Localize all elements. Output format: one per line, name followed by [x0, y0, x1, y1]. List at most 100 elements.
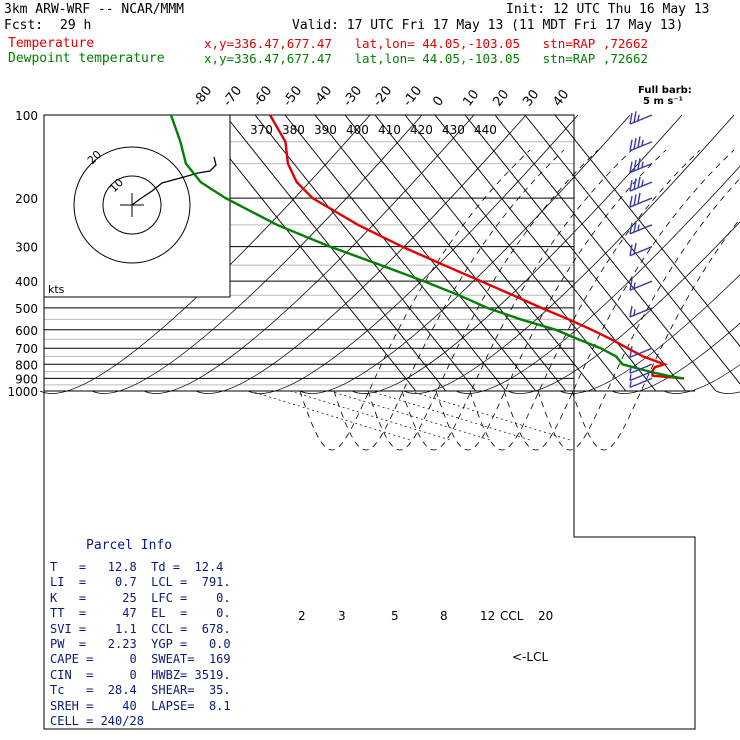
wind-barb-shaft: [629, 377, 653, 389]
wind-barb-flag: [637, 136, 641, 148]
moist-adiabat: [401, 149, 633, 451]
dry-adiabat: [611, 322, 740, 394]
lcl-label: <-LCL: [512, 650, 548, 664]
mixing-ratio-line: [369, 390, 531, 441]
mixing-ratio-label: 8: [440, 609, 448, 623]
wind-barb: [629, 305, 653, 318]
mixing-ratio-label: 2: [298, 609, 306, 623]
isotherm-label: -40: [310, 83, 335, 109]
dry-adiabat: [455, 165, 740, 394]
wind-barb: [629, 279, 653, 291]
parcel-info-row: Tc = 28.4 SHEAR= 35.: [50, 683, 231, 698]
wind-barb-flag: [629, 346, 633, 358]
dry-adiabat-label: 380: [282, 123, 305, 137]
dewpoint-legend: Dewpoint temperature: [8, 51, 165, 66]
wind-barb: [629, 221, 653, 235]
moist-adiabat: [469, 149, 701, 451]
wind-barb-flag: [633, 221, 637, 233]
wind-barb-flag: [629, 112, 633, 125]
init-time: Init: 12 UTC Thu 16 May 13: [506, 2, 710, 17]
forecast-label: Fcst:: [4, 18, 44, 33]
parcel-info-panel: Parcel Info T = 12.8 Td = 12.4 LI = 0.7 L…: [46, 538, 232, 728]
isotherms: [194, 114, 740, 392]
isobars: [43, 114, 696, 730]
dry-adiabat: [715, 390, 740, 394]
isotherm-label: 30: [520, 87, 542, 109]
sounding-profiles: [169, 114, 685, 380]
wind-barb-half: [641, 139, 644, 147]
wind-barb-flag: [629, 139, 633, 151]
isotherm: [224, 114, 447, 392]
wind-barb-shaft: [629, 363, 653, 374]
isotherm: [374, 114, 597, 392]
dry-adiabat: [143, 114, 475, 394]
parcel-info-row: SVI = 1.1 CCL = 678.: [50, 621, 231, 636]
isotherm: [434, 114, 657, 392]
moist-adiabat: [571, 218, 740, 451]
barb-legend-units: 5 m s⁻¹: [643, 96, 683, 107]
wind-barb-flag: [629, 161, 633, 173]
guide-lines: [39, 114, 740, 451]
pressure-tick-label: 1000: [7, 385, 38, 399]
parcel-info-row: CELL = 240/28: [50, 714, 144, 728]
wind-barb: [629, 111, 653, 125]
wind-barb-half: [633, 282, 636, 289]
wind-barb-shaft: [629, 162, 653, 174]
isotherm: [494, 114, 717, 392]
dry-adiabat-label: 420: [410, 123, 433, 137]
wind-barb-shaft: [629, 141, 653, 152]
pressure-tick-label: 400: [15, 275, 38, 289]
wind-barb-flag: [633, 159, 637, 172]
wind-barb-flag: [629, 244, 633, 256]
isotherm-label: -20: [370, 83, 395, 109]
dry-adiabat: [559, 274, 740, 394]
dewpoint-profile: [169, 114, 684, 380]
hodograph-units-label: kts: [48, 283, 65, 296]
wind-barb-shaft: [629, 307, 653, 318]
isotherm-label: 10: [460, 87, 482, 109]
temperature-legend: Temperature: [8, 36, 95, 51]
hodograph-box: [43, 114, 231, 298]
wind-barb-half: [641, 180, 644, 187]
wind-barb: [629, 136, 653, 152]
mixing-ratio-line: [409, 390, 571, 441]
wind-barb-shaft: [629, 370, 653, 382]
barb-legend-title: Full barb:: [638, 85, 692, 96]
dry-adiabat: [403, 114, 735, 394]
dry-adiabat: [247, 114, 579, 394]
parcel-info-row: SREH = 40 LAPSE= 8.1: [50, 698, 231, 713]
wind-barb-flag: [637, 192, 641, 205]
temperature-profile: [268, 114, 685, 380]
isotherm-label: 0: [430, 94, 447, 110]
wind-barbs: [629, 111, 653, 389]
dry-adiabat-label: 410: [378, 123, 401, 137]
mixing-ratio-line: [329, 390, 491, 441]
dry-adiabat-label: 430: [442, 123, 465, 137]
wind-barb: [629, 242, 653, 257]
hodograph-ring: [102, 175, 162, 235]
isotherm: [464, 114, 687, 392]
isotherm: [344, 114, 567, 392]
wind-barb: [629, 176, 653, 192]
wind-barb: [629, 377, 653, 389]
valid-time: Valid: 17 UTC Fri 17 May 13 (11 MDT Fri …: [292, 18, 684, 33]
mixing-ratio-line: [249, 390, 411, 441]
isotherm-label: -80: [190, 83, 215, 109]
wind-barb-shaft: [629, 246, 653, 257]
dry-adiabat: [663, 364, 740, 394]
wind-barb-shaft: [629, 224, 653, 235]
isotherm: [404, 114, 627, 392]
wind-barb-shaft: [629, 114, 653, 125]
wind-barb-flag: [629, 279, 633, 291]
wind-barb-half: [637, 224, 640, 231]
wind-barb: [629, 363, 653, 374]
mixing-ratio-label: 5: [391, 609, 399, 623]
wind-barb: [629, 346, 653, 358]
wind-barb-flag: [633, 138, 637, 150]
model-title: 3km ARW-WRF -- NCAR/MMM: [4, 2, 185, 17]
isotherm: [554, 114, 740, 347]
dry-adiabat: [351, 114, 683, 394]
wind-barb-flag: [633, 242, 637, 255]
